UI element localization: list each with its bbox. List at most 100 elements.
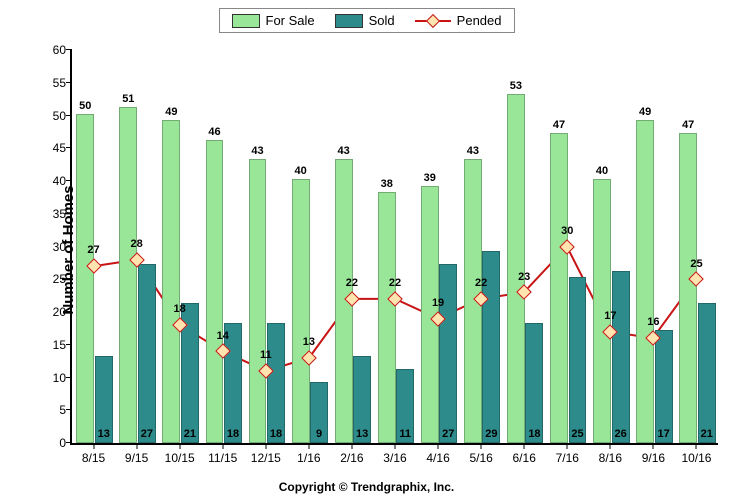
y-tick-label: 20 [36,305,66,319]
bar-for_sale: 50 [76,114,94,444]
bar-for_sale: 43 [249,159,267,443]
pended-value-label: 28 [130,238,142,250]
bar-sold: 11 [396,369,414,443]
x-tick-mark [696,443,697,449]
bar-sold: 27 [138,264,156,443]
bar-label-sold: 18 [270,428,282,440]
bar-label-for_sale: 49 [639,106,651,118]
pended-value-label: 27 [87,244,99,256]
pended-value-label: 22 [475,277,487,289]
x-tick-label: 5/16 [469,451,492,465]
bar-label-sold: 21 [184,428,196,440]
bar-label-sold: 25 [571,428,583,440]
bar-label-sold: 18 [227,428,239,440]
legend-swatch-sold [335,14,363,28]
x-tick-mark [222,443,223,449]
x-tick-mark [524,443,525,449]
pended-value-label: 22 [346,277,358,289]
x-tick-mark [481,443,482,449]
bar-label-for_sale: 40 [596,165,608,177]
bar-label-for_sale: 43 [251,145,263,157]
bar-label-sold: 27 [442,428,454,440]
x-tick-label: 7/16 [556,451,579,465]
bar-label-sold: 13 [98,428,110,440]
x-tick-label: 12/15 [251,451,281,465]
x-tick-label: 4/16 [426,451,449,465]
legend-item-for_sale: For Sale [232,13,315,28]
bar-label-sold: 29 [485,428,497,440]
bar-label-for_sale: 46 [208,126,220,138]
x-tick-mark [653,443,654,449]
pended-value-label: 22 [389,277,401,289]
x-tick-label: 8/15 [82,451,105,465]
pended-value-label: 30 [561,225,573,237]
chart-root: For SaleSoldPended Number of Homes 05101… [0,0,733,500]
bar-for_sale: 38 [378,192,396,443]
x-tick-label: 2/16 [340,451,363,465]
y-tick-label: 30 [36,240,66,254]
bar-label-sold: 21 [701,428,713,440]
bar-for_sale: 49 [636,120,654,443]
pended-value-label: 13 [303,336,315,348]
pended-value-label: 23 [518,271,530,283]
y-tick-label: 50 [36,109,66,123]
bar-label-for_sale: 51 [122,93,134,105]
legend-swatch-pended [415,14,451,28]
x-tick-mark [610,443,611,449]
x-tick-label: 9/16 [642,451,665,465]
y-tick-label: 60 [36,43,66,57]
bar-label-sold: 27 [141,428,153,440]
legend: For SaleSoldPended [219,8,515,33]
bar-label-for_sale: 50 [79,100,91,112]
x-tick-label: 1/16 [297,451,320,465]
bar-sold: 25 [569,277,587,443]
bar-label-for_sale: 53 [510,80,522,92]
legend-label-sold: Sold [369,13,395,28]
bar-sold: 13 [353,356,371,443]
bar-label-sold: 9 [316,428,322,440]
bar-label-for_sale: 40 [294,165,306,177]
y-tick-label: 0 [36,436,66,450]
x-tick-mark [136,443,137,449]
pended-value-label: 18 [174,303,186,315]
x-tick-mark [394,443,395,449]
pended-value-label: 11 [260,349,272,361]
bar-label-for_sale: 47 [553,119,565,131]
x-tick-mark [438,443,439,449]
x-tick-label: 10/16 [681,451,711,465]
bar-sold: 17 [655,330,673,443]
bar-for_sale: 46 [206,140,224,443]
bar-for_sale: 53 [507,94,525,443]
y-tick-label: 25 [36,272,66,286]
x-tick-mark [308,443,309,449]
bar-label-sold: 17 [658,428,670,440]
copyright-text: Copyright © Trendgraphix, Inc. [279,480,455,494]
bar-label-sold: 18 [528,428,540,440]
bar-label-sold: 11 [399,428,411,440]
x-tick-label: 6/16 [513,451,536,465]
x-tick-mark [351,443,352,449]
pended-value-label: 19 [432,297,444,309]
plot-area: 0510152025303540455055608/155013279/1551… [70,50,718,445]
bar-label-for_sale: 47 [682,119,694,131]
x-tick-label: 8/16 [599,451,622,465]
x-tick-label: 3/16 [383,451,406,465]
x-tick-mark [265,443,266,449]
pended-value-label: 17 [604,310,616,322]
x-tick-label: 9/15 [125,451,148,465]
bar-for_sale: 51 [119,107,137,443]
bar-sold: 18 [267,323,285,443]
bar-label-sold: 26 [614,428,626,440]
bar-sold: 9 [310,382,328,443]
y-tick-label: 10 [36,371,66,385]
bar-label-sold: 13 [356,428,368,440]
pended-value-label: 14 [217,330,229,342]
x-tick-label: 10/15 [165,451,195,465]
bar-sold: 27 [439,264,457,443]
bar-sold: 26 [612,271,630,443]
bar-label-for_sale: 43 [338,145,350,157]
y-tick-label: 55 [36,76,66,90]
bar-sold: 13 [95,356,113,443]
pended-value-label: 25 [690,258,702,270]
bar-sold: 18 [525,323,543,443]
